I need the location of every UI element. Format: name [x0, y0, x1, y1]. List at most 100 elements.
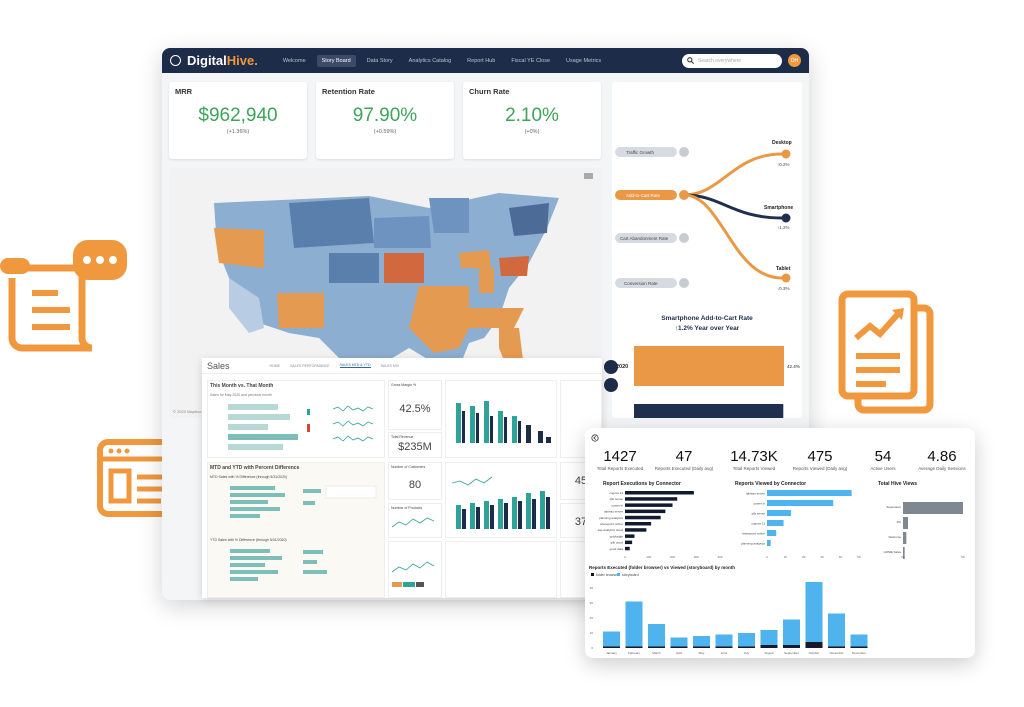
storyboard-bar[interactable]	[828, 613, 845, 647]
kpi-card-retention[interactable]: Retention Rate 97.90% (+0.59%)	[316, 82, 454, 159]
stat-total-reports-viewed: 14.73K Total Reports Viewed	[730, 448, 778, 471]
kpi-card-mrr[interactable]: MRR $962,940 (+1.36%)	[169, 82, 307, 159]
nav-fiscal-ye-close[interactable]: Fiscal YE Close	[511, 57, 551, 64]
storyboard-bar[interactable]	[805, 582, 823, 642]
nav-story-board[interactable]: Story Board	[316, 54, 356, 67]
storyboard-bar[interactable]	[715, 634, 733, 647]
flow-node-cart-abandonment[interactable]: Cart Abandonment Rate	[615, 233, 689, 243]
edit-button[interactable]	[604, 378, 618, 392]
folder-bar[interactable]	[648, 646, 665, 649]
collapse-button[interactable]	[604, 360, 618, 374]
exec-bar[interactable]	[625, 497, 678, 501]
storyboard-bar[interactable]	[850, 634, 868, 647]
folder-bar[interactable]	[670, 646, 688, 649]
back-arrow-icon[interactable]	[591, 434, 599, 442]
flow-node-conversion[interactable]: Conversion Rate	[615, 278, 689, 288]
total-revenue-kpi[interactable]: Total Revenue $235M	[388, 432, 442, 458]
month-label: August	[764, 651, 774, 655]
add-to-cart-bar[interactable]	[634, 346, 784, 386]
hive-logo-icon[interactable]	[170, 55, 181, 66]
hive-bar[interactable]	[903, 547, 905, 559]
add-to-cart-flow-chart[interactable]: Traffic Growth Add-to-Cart Rate Cart Aba…	[612, 82, 802, 444]
tab-sales-mix[interactable]: SALES MIX	[380, 363, 400, 368]
monthly-revenue-chart	[451, 476, 550, 529]
customers-kpi[interactable]: Number of Customers 80	[388, 462, 442, 500]
gross-margin-kpi[interactable]: Gross Margin % 42.5%	[388, 380, 442, 430]
flow-target-tablet[interactable]: Tablet ↓0.3%	[776, 266, 791, 291]
storyboard-bar[interactable]	[738, 633, 755, 647]
nav-data-story[interactable]: Data Story	[366, 57, 393, 64]
folder-bar[interactable]	[603, 646, 620, 649]
revenue-bar-chart-panel[interactable]	[445, 380, 557, 458]
folder-bar[interactable]	[805, 642, 823, 648]
flow-node-add-to-cart[interactable]: Add-to-Cart Rate	[615, 190, 689, 200]
folder-bar[interactable]	[625, 646, 643, 649]
flow-target-smartphone[interactable]: Smartphone ↑1.2%	[764, 205, 793, 230]
exec-bar[interactable]	[625, 528, 647, 532]
tab-sales-mtd-ytd[interactable]: SALES MTD & YTD	[339, 363, 371, 368]
this-month-panel[interactable]: This Month vs. That Month Sales for May …	[207, 380, 385, 458]
storyboard-bar[interactable]	[783, 619, 800, 646]
axis-tick: 0	[624, 555, 626, 559]
folder-bar[interactable]	[693, 646, 710, 649]
folder-bar[interactable]	[738, 646, 755, 649]
flow-panel[interactable]: Traffic Growth Add-to-Cart Rate Cart Aba…	[612, 82, 802, 444]
exec-bar[interactable]	[625, 534, 635, 538]
kpi-card-churn[interactable]: Churn Rate 2.10% (+0%)	[463, 82, 601, 159]
view-bar[interactable]	[767, 530, 777, 536]
mtd-subtitle: MTD Sales with % Difference (through 5/3…	[210, 475, 288, 479]
storyboard-bar[interactable]	[625, 601, 643, 647]
brand-logo[interactable]: DigitalHive.	[187, 53, 258, 68]
exec-bar[interactable]	[625, 540, 633, 545]
view-bar[interactable]	[767, 490, 852, 496]
flow-target-desktop[interactable]: Desktop ↑0.2%	[772, 140, 792, 167]
avatar[interactable]: DH	[788, 54, 801, 67]
storyboard-bar[interactable]	[760, 630, 778, 645]
folder-bar[interactable]	[783, 645, 800, 648]
storyboard-bar[interactable]	[603, 631, 620, 647]
storyboard-bar[interactable]	[693, 636, 710, 647]
nav-welcome[interactable]: Welcome	[282, 57, 306, 64]
flow-node-traffic-growth[interactable]: Traffic Growth	[615, 147, 689, 157]
nav-report-hub[interactable]: Report Hub	[467, 57, 496, 64]
add-to-cart-bar[interactable]	[634, 404, 784, 444]
storyboard-bar[interactable]	[648, 624, 665, 647]
hive-bar[interactable]	[903, 517, 908, 529]
tab-sales-performance[interactable]: SALES PERFORMANCE	[290, 363, 330, 368]
connector-label: tableau server	[604, 510, 623, 514]
exec-bar[interactable]	[625, 546, 630, 551]
view-bar[interactable]	[767, 520, 784, 526]
yoy-growth-panel[interactable]	[445, 541, 557, 598]
map-menu-icon[interactable]	[584, 173, 593, 179]
exec-bar[interactable]	[625, 491, 694, 495]
tab-home[interactable]: HOME	[269, 363, 281, 368]
kpi-delta: (+0%)	[524, 129, 540, 135]
products-kpi[interactable]: Number of Products	[388, 503, 442, 538]
search-input[interactable]: Search everywhere	[682, 53, 782, 68]
folder-bar[interactable]	[715, 646, 733, 649]
nav-analytics-catalog[interactable]: Analytics Catalog	[408, 57, 452, 64]
connector-label: cognos 11	[609, 491, 623, 495]
kpi-label: Retention Rate	[322, 87, 375, 96]
monthly-revenue-panel[interactable]	[445, 462, 557, 538]
folder-bar[interactable]	[760, 645, 778, 648]
mtd-ytd-panel[interactable]: MTD and YTD with Percent Difference MTD …	[207, 462, 385, 598]
exec-bar[interactable]	[625, 509, 666, 514]
sparkline-panel[interactable]	[388, 541, 442, 598]
nav-usage-metrics[interactable]: Usage Metrics	[566, 57, 602, 64]
exec-bar[interactable]	[625, 522, 652, 526]
exec-bar[interactable]	[625, 515, 661, 520]
view-bar[interactable]	[767, 540, 771, 546]
usage-report-charts[interactable]: cognos 11 qlik sense power bi tableau serve…	[585, 486, 975, 658]
view-bar[interactable]	[767, 500, 834, 506]
folder-bar[interactable]	[828, 646, 845, 649]
view-bar[interactable]	[767, 510, 791, 516]
hive-bar[interactable]	[903, 502, 963, 514]
svg-text:Tablet: Tablet	[776, 266, 791, 272]
exec-bar[interactable]	[625, 503, 673, 507]
axis-tick: 20	[590, 616, 594, 620]
trend-sparkline	[391, 561, 435, 587]
storyboard-bar[interactable]	[670, 637, 688, 647]
folder-bar[interactable]	[850, 646, 868, 649]
hive-bar[interactable]	[903, 532, 907, 544]
